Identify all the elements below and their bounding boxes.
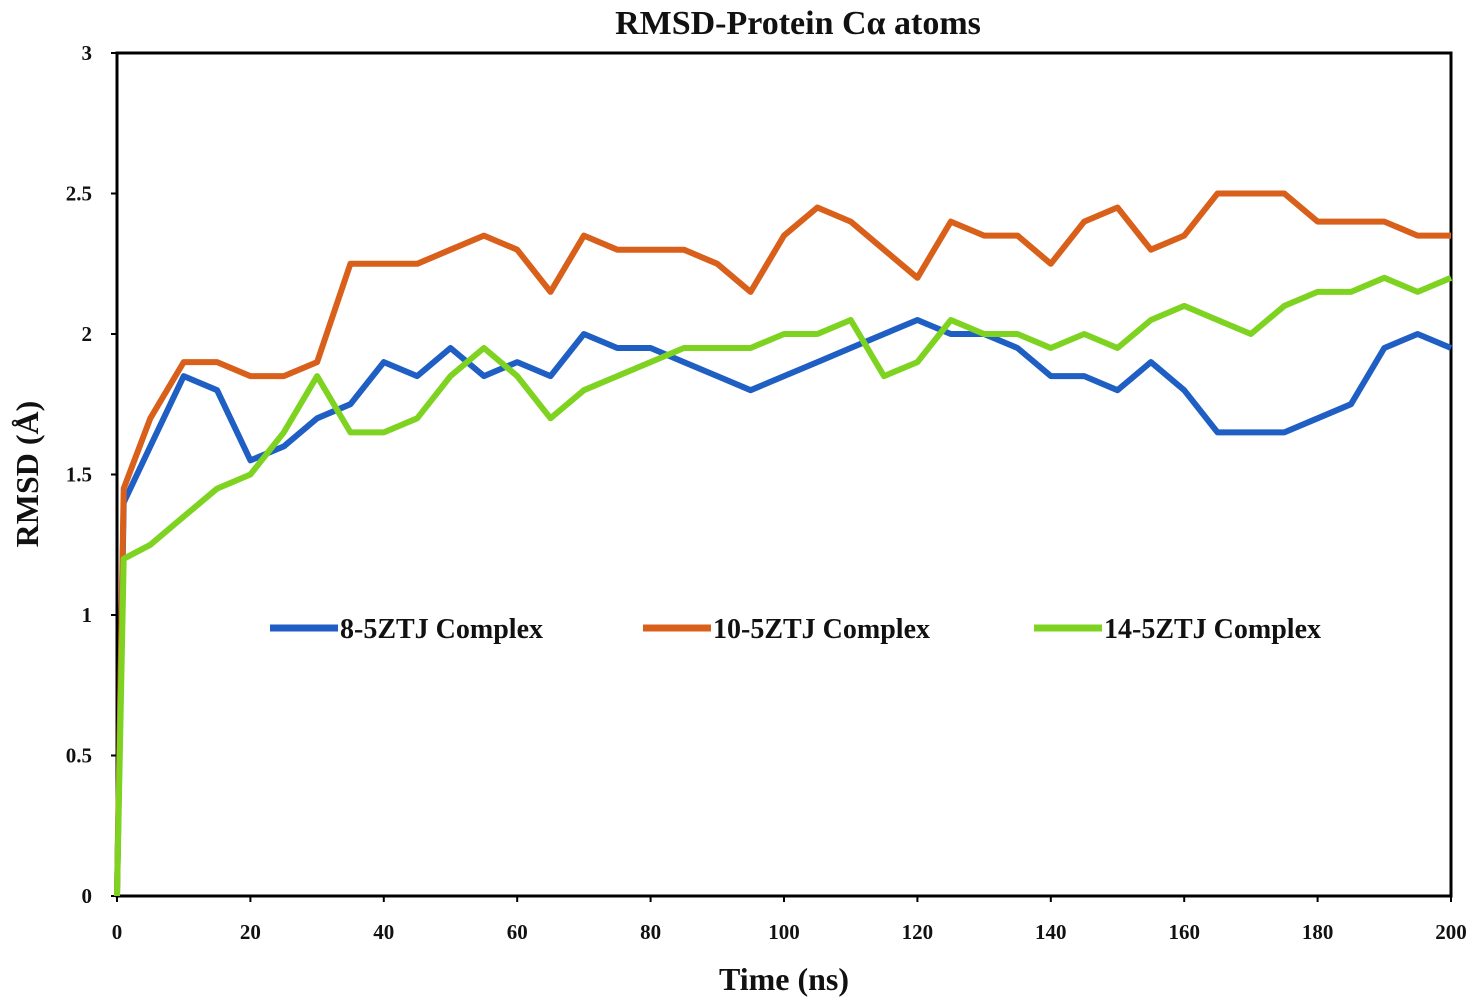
y-tick-label: 1.5	[66, 463, 92, 487]
x-tick-label: 140	[1035, 920, 1067, 944]
series-line-2	[114, 274, 1453, 897]
y-tick-label: 2	[82, 322, 93, 346]
x-axis-ticks: 0 20 40 60 80 100 120 140 160 180 200	[112, 896, 1467, 944]
plot-frame	[115, 51, 1453, 898]
x-tick-label: 20	[240, 920, 261, 944]
x-tick-label: 40	[373, 920, 394, 944]
series-lines	[114, 190, 1453, 897]
y-tick-label: 1	[82, 603, 93, 627]
x-tick-label: 80	[640, 920, 661, 944]
y-axis-label: RMSD (Å)	[9, 401, 45, 548]
legend: 8-5ZTJ Complex 10-5ZTJ Complex 14-5ZTJ Com…	[270, 614, 1321, 645]
x-tick-label: 180	[1302, 920, 1334, 944]
legend-label-1: 10-5ZTJ Complex	[713, 614, 930, 645]
x-axis-label: Time (ns)	[719, 961, 849, 997]
series-line-1	[114, 190, 1451, 897]
x-tick-label: 160	[1168, 920, 1200, 944]
y-tick-label: 0	[82, 884, 93, 908]
legend-label-0: 8-5ZTJ Complex	[340, 614, 543, 645]
y-tick-label: 2.5	[66, 182, 92, 206]
legend-label-2: 14-5ZTJ Complex	[1104, 614, 1321, 645]
x-tick-label: 120	[902, 920, 934, 944]
x-tick-label: 100	[768, 920, 800, 944]
series-line-0	[114, 317, 1453, 897]
x-tick-label: 0	[112, 920, 123, 944]
y-tick-label: 3	[82, 41, 93, 65]
chart-title: RMSD-Protein Cα atoms	[615, 5, 981, 42]
y-tick-label: 0.5	[66, 744, 92, 768]
x-tick-label: 60	[507, 920, 528, 944]
y-axis-ticks: 0 0.5 1 1.5 2 2.5 3	[66, 41, 117, 908]
x-tick-label: 200	[1435, 920, 1467, 944]
